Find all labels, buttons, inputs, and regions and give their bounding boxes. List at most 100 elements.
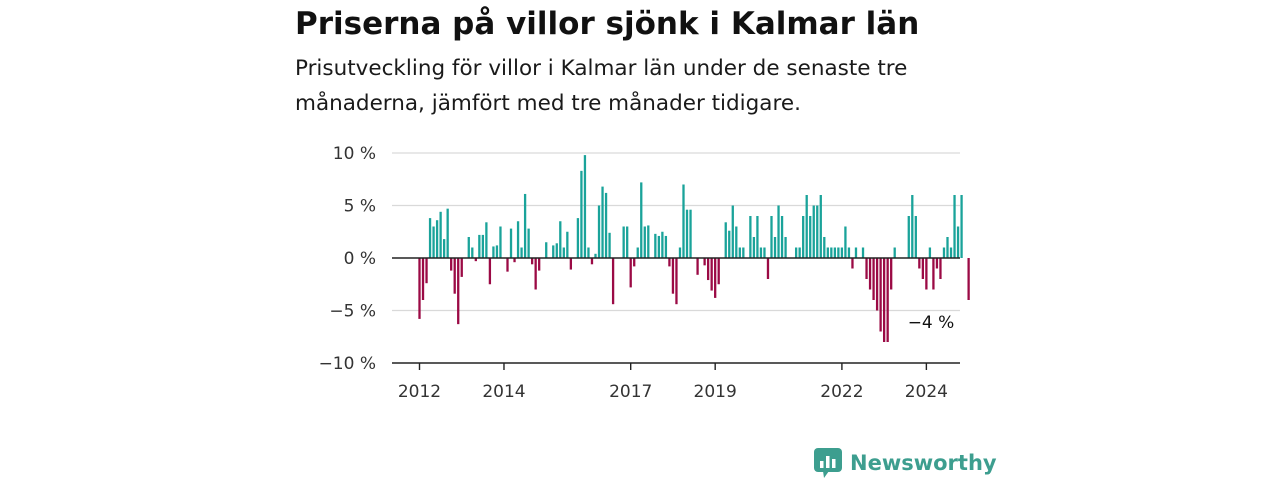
bar [840,247,844,258]
bar [847,247,851,258]
bar [611,258,615,305]
bar [566,231,569,258]
bar [759,247,763,258]
bar [622,226,625,258]
bar [626,226,629,258]
bar [509,228,513,258]
bar [756,216,759,258]
x-tick-label: 2024 [905,382,948,402]
bar [826,247,829,258]
bar [583,155,587,258]
bar [738,247,741,258]
bar [914,216,917,258]
bar [907,216,910,258]
bar [886,258,889,342]
bar [629,258,632,288]
bar [932,258,935,290]
bar [506,258,509,272]
bar [805,195,808,258]
bar [882,258,886,342]
bar [608,232,611,258]
bar [766,258,770,279]
bar [435,220,439,258]
axes [392,257,960,370]
bar [798,247,801,258]
bar [478,234,481,258]
y-tick-label: −5 % [329,302,376,322]
bar [587,247,590,258]
bar [689,209,692,258]
bar [872,258,875,300]
bar [492,246,495,258]
bar [953,195,956,258]
bar [830,247,833,258]
bar [453,258,456,294]
bar [893,247,896,258]
bar [446,208,449,258]
bar [911,195,914,258]
bar [664,235,668,258]
bar [928,247,932,258]
bar [428,218,432,258]
bar [534,258,537,290]
y-tick-label: 10 % [333,144,376,164]
bar [685,209,689,258]
bar [777,205,780,258]
bar [682,184,685,258]
y-tick-label: 0 % [344,249,376,269]
bar [647,225,650,258]
bar [925,258,928,290]
bar [819,195,822,258]
bar [875,258,879,311]
bar [956,226,960,258]
bar [633,258,636,267]
bar [949,247,953,258]
bar [421,258,425,300]
bar [559,221,562,258]
bar [439,211,442,258]
gridlines [392,152,960,312]
bar [717,258,720,285]
bar [530,258,534,265]
bar [601,186,604,258]
bar [752,237,756,258]
bar [837,247,840,258]
bar [960,195,963,258]
bar [763,247,766,258]
bar [706,258,710,281]
bar [724,222,727,258]
bar [696,258,699,275]
bar [861,247,865,258]
bar [868,258,872,290]
bar [467,237,470,258]
bar [844,226,847,258]
bar [812,205,815,258]
bar [425,258,428,284]
bar [728,230,731,258]
bar [703,258,706,266]
bar [604,192,608,258]
bar [538,258,541,271]
bar [432,226,435,258]
bar [499,226,502,258]
bar [594,253,597,258]
bar [527,228,530,258]
bar [671,258,675,294]
bar [918,258,921,269]
bar [773,237,777,258]
bar [471,247,474,258]
bar [555,243,558,258]
chart-title: Priserna på villor sjönk i Kalmar län [295,6,920,42]
bar [749,216,752,258]
newsworthy-logo: Newsworthy [814,446,997,480]
y-tick-label: −10 % [319,354,376,374]
bar [580,170,583,258]
bar [935,258,939,269]
logo-text: Newsworthy [850,451,997,475]
bar [714,258,717,298]
bar [488,258,492,285]
bar [816,205,819,258]
bar [865,258,868,279]
bar [809,216,812,258]
